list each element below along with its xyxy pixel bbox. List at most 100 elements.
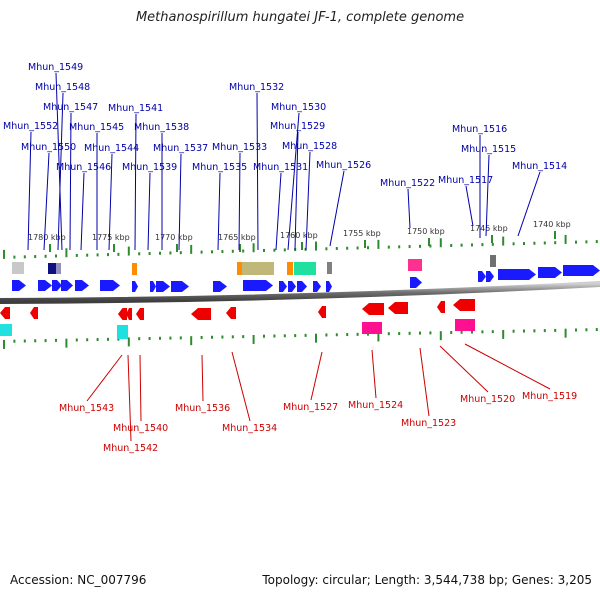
leader-line [127, 354, 132, 442]
leader-line [485, 154, 490, 237]
rna-feature [287, 262, 293, 275]
reverse-gene-arrow [388, 302, 408, 314]
misc-feature [455, 319, 475, 331]
gene-label: Mhun_1547 [43, 102, 98, 113]
leader-line [517, 171, 541, 237]
leader-line [439, 345, 489, 393]
leader-line [465, 185, 474, 227]
gene-label: Mhun_1540 [113, 423, 168, 434]
forward-gene-arrow [75, 280, 89, 291]
leader-line [69, 112, 72, 251]
gene-label: Mhun_1532 [229, 82, 284, 93]
scale-label: 1780 kbp [28, 233, 66, 242]
scale-label: 1745 kbp [470, 224, 508, 233]
rna-feature [56, 263, 61, 274]
gene-label: Mhun_1526 [316, 160, 371, 171]
gene-label: Mhun_1529 [270, 121, 325, 132]
reverse-gene-arrow [126, 308, 132, 320]
leader-line [275, 172, 282, 251]
rna-feature [237, 262, 242, 275]
forward-gene-arrow [213, 281, 227, 292]
forward-gene-arrow [171, 281, 189, 292]
leader-line [305, 151, 311, 251]
leader-line [407, 188, 411, 229]
forward-gene-arrow [156, 281, 170, 292]
leader-line [147, 172, 151, 251]
leader-line [178, 153, 182, 251]
forward-gene-arrow [288, 281, 296, 292]
leader-line [464, 343, 551, 390]
gene-label: Mhun_1517 [438, 175, 493, 186]
bottom-scale-ticks [3, 328, 598, 349]
forward-gene-arrow [132, 281, 138, 292]
reverse-gene-arrow [191, 308, 211, 320]
accession-label: Accession: NC_007796 [10, 573, 147, 587]
leader-line [108, 153, 113, 251]
rna-feature [490, 255, 496, 267]
gene-label: Mhun_1534 [222, 423, 277, 434]
scale-label: 1750 kbp [407, 227, 445, 236]
reverse-gene-arrow [136, 308, 144, 320]
forward-gene-arrow [150, 281, 156, 292]
gene-label: Mhun_1543 [59, 403, 114, 414]
gene-label: Mhun_1528 [282, 141, 337, 152]
gene-label: Mhun_1549 [28, 62, 83, 73]
leader-line [86, 354, 123, 402]
forward-gene-arrow [326, 281, 332, 292]
scale-label: 1760 kbp [280, 231, 318, 240]
rna-feature [0, 324, 12, 336]
gene-label: Mhun_1546 [56, 162, 111, 173]
gene-label: Mhun_1520 [460, 394, 515, 405]
leader-line [80, 172, 85, 251]
scale-label: 1755 kbp [343, 229, 381, 238]
gene-label: Mhun_1535 [192, 162, 247, 173]
leader-line [231, 351, 251, 422]
leader-line [134, 113, 137, 251]
misc-feature [408, 259, 422, 271]
reverse-gene-arrow [437, 301, 445, 313]
leader-line [57, 92, 64, 251]
gene-label: Mhun_1544 [84, 143, 139, 154]
leader-line [201, 354, 204, 402]
gene-label: Mhun_1523 [401, 418, 456, 429]
gene-label: Mhun_1515 [461, 144, 516, 155]
gene-label: Mhun_1537 [153, 143, 208, 154]
gene-label: Mhun_1552 [3, 121, 58, 132]
gene-label: Mhun_1548 [35, 82, 90, 93]
leader-line [419, 347, 430, 417]
leader-line [329, 170, 345, 247]
forward-gene-arrow [38, 280, 52, 291]
gene-label: Mhun_1538 [134, 122, 189, 133]
label-leader-lines [27, 72, 551, 442]
reverse-gene-arrow [0, 307, 10, 319]
leader-line [238, 152, 241, 251]
scale-label: 1765 kbp [218, 233, 256, 242]
misc-feature [242, 262, 274, 275]
forward-gene-arrow [538, 267, 562, 278]
rna-feature [132, 263, 137, 275]
feature-track [0, 255, 600, 339]
gene-label: Mhun_1516 [452, 124, 507, 135]
reverse-gene-arrow [226, 307, 236, 319]
gene-label: Mhun_1550 [21, 142, 76, 153]
genome-backbone [0, 281, 600, 304]
gene-label: Mhun_1524 [348, 400, 403, 411]
rna-feature [12, 262, 24, 274]
gene-label: Mhun_1542 [103, 443, 158, 454]
gene-label: Mhun_1522 [380, 178, 435, 189]
rna-feature [48, 263, 56, 274]
reverse-gene-arrow [30, 307, 38, 319]
scale-label: 1770 kbp [155, 233, 193, 242]
gene-label: Mhun_1530 [271, 102, 326, 113]
gene-labels: Mhun_1549 Mhun_1548 Mhun_1547 Mhun_1552 Mhun… [3, 62, 577, 454]
rna-feature [117, 325, 128, 339]
gene-label: Mhun_1536 [175, 403, 230, 414]
forward-gene-arrow [52, 280, 62, 291]
genome-title: Methanospirillum hungatei JF-1, complete… [135, 10, 465, 25]
gene-label: Mhun_1527 [283, 402, 338, 413]
leader-line [43, 152, 50, 251]
leader-line [371, 349, 377, 399]
gene-label: Mhun_1539 [122, 162, 177, 173]
